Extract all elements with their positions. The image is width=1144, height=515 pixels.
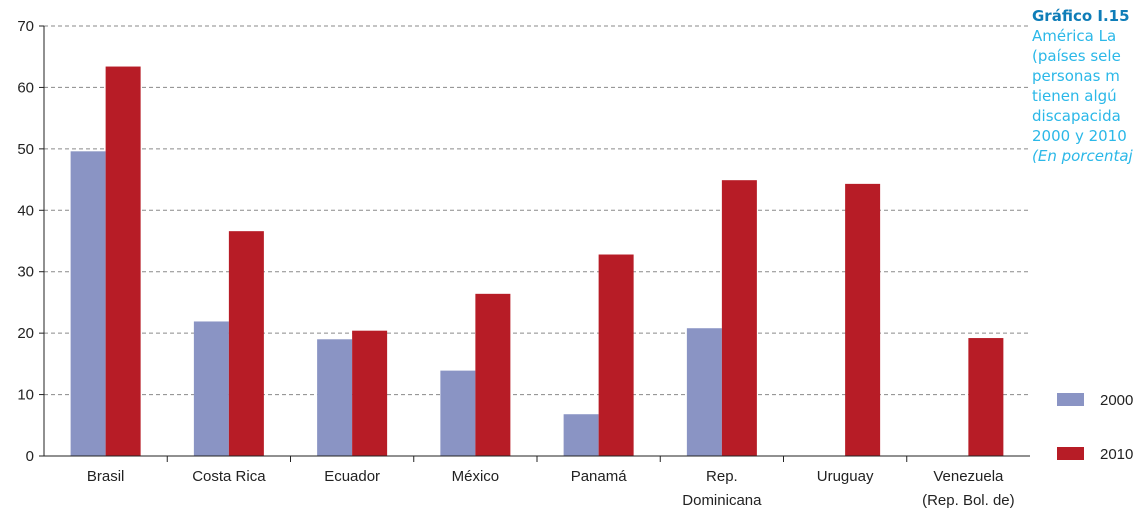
legend-label: 2010: [1100, 446, 1133, 463]
bar-2000-2: [317, 339, 353, 456]
chart-title-line: personas m: [1032, 67, 1120, 85]
bar-2010-5: [721, 180, 757, 456]
x-category-label: Brasil: [87, 468, 125, 485]
x-axis: Brasil Costa Rica Ecuador México Panamá Rep. D…: [44, 455, 1030, 509]
bar-2010-7: [968, 338, 1004, 456]
legend: 2000 2010: [1057, 392, 1133, 463]
chart-title-line: (países sele: [1032, 47, 1121, 65]
bar-2000-1: [193, 321, 229, 456]
y-tick-label: 20: [17, 325, 34, 342]
x-category-label: Rep.: [706, 468, 738, 485]
x-category-label: Panamá: [571, 468, 628, 485]
x-category-label: Costa Rica: [192, 468, 266, 485]
chart-title-line: Gráfico I.15: [1032, 7, 1130, 25]
chart-title-block: Gráfico I.15 América La (países sele per…: [1032, 6, 1144, 166]
bar-2010-6: [845, 183, 881, 456]
bar-2000-4: [563, 414, 599, 456]
y-tick-label: 60: [17, 79, 34, 96]
x-category-label: Uruguay: [817, 468, 874, 485]
bar-2010-2: [352, 330, 388, 456]
x-category-label: (Rep. Bol. de): [922, 492, 1015, 509]
bar-2010-4: [598, 254, 634, 456]
y-tick-label: 40: [17, 202, 34, 219]
bar-2000-3: [440, 370, 476, 456]
chart-title-line: América La: [1032, 27, 1117, 45]
y-axis: 0 10 20 30 40 50 60 70: [17, 18, 45, 465]
y-tick-label: 10: [17, 387, 34, 404]
bars: [70, 66, 1004, 457]
x-category-label: Ecuador: [324, 468, 380, 485]
y-tick-label: 0: [26, 448, 34, 465]
chart-title-line: 2000 y 2010: [1032, 127, 1127, 145]
y-tick-label: 50: [17, 141, 34, 158]
bar-2000-5: [686, 328, 722, 456]
bar-2000-0: [70, 151, 106, 457]
legend-label: 2000: [1100, 392, 1133, 409]
x-category-label: Venezuela: [933, 468, 1004, 485]
x-category-label: México: [452, 468, 500, 485]
chart-unit-note: (En porcentaj: [1032, 147, 1133, 165]
legend-swatch-2000: [1057, 393, 1084, 406]
grid-lines: [44, 25, 1030, 396]
legend-swatch-2010: [1057, 447, 1084, 460]
chart-title-line: tienen algú: [1032, 87, 1117, 105]
x-category-label: Dominicana: [682, 492, 762, 509]
chart-title-line: discapacida: [1032, 107, 1121, 125]
y-tick-label: 70: [17, 18, 34, 35]
bar-2010-1: [228, 231, 264, 456]
bar-2010-3: [475, 293, 511, 456]
y-tick-label: 30: [17, 264, 34, 281]
bar-2010-0: [105, 66, 141, 457]
